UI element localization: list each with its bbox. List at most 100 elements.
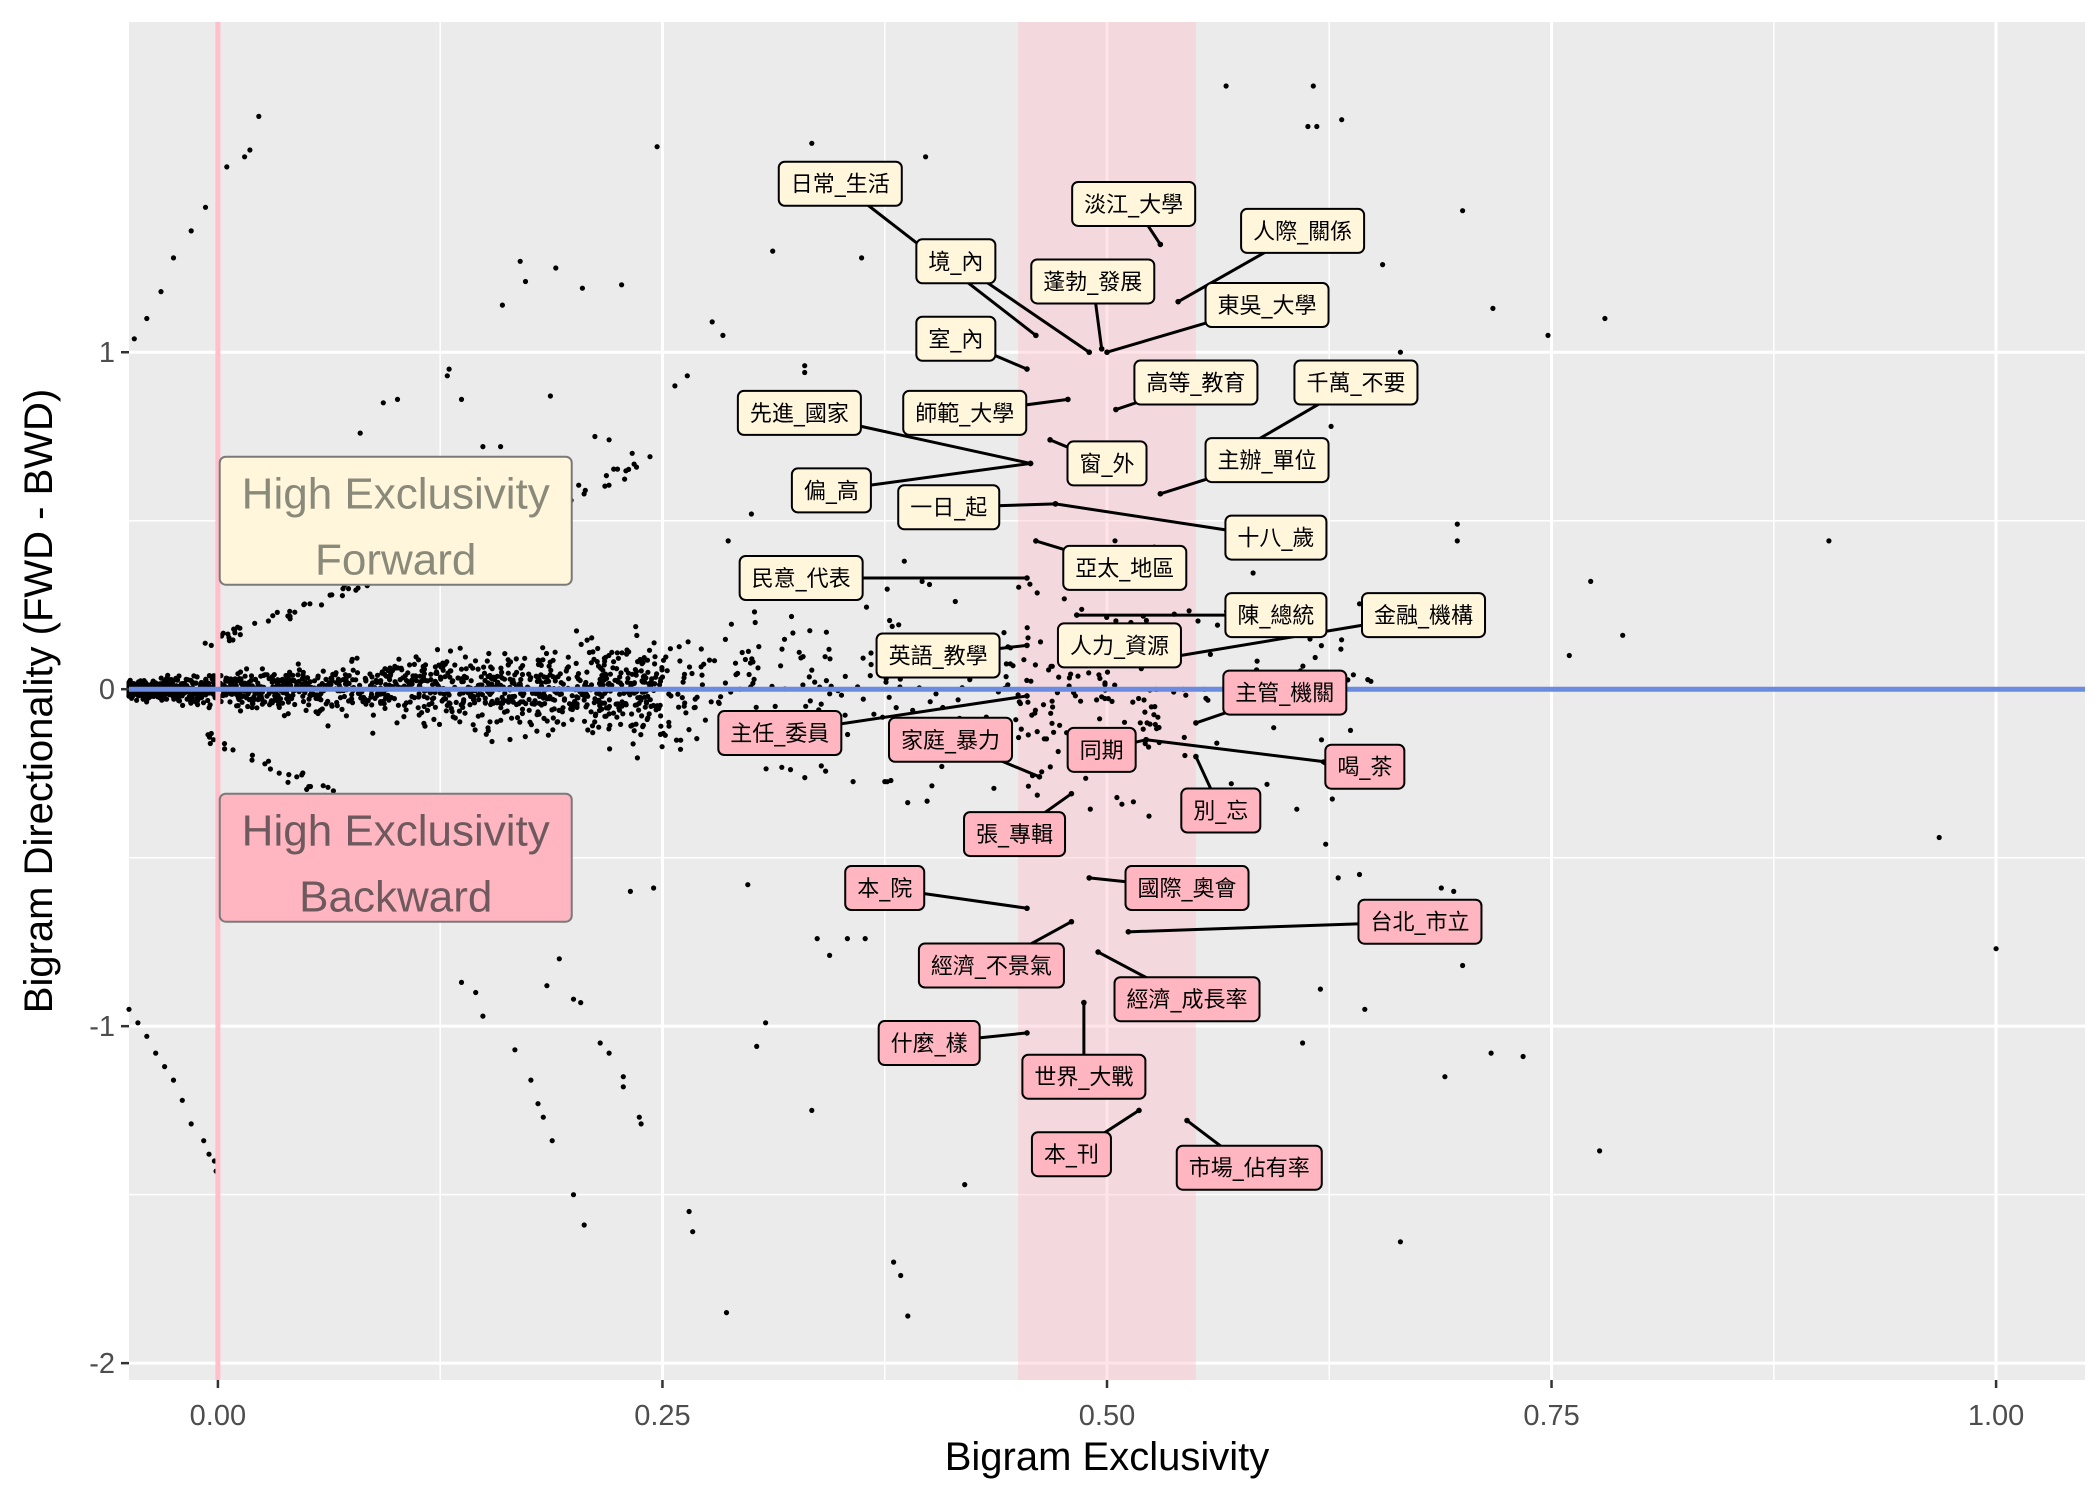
- data-point: [686, 727, 692, 733]
- data-point: [269, 673, 276, 680]
- data-point: [572, 698, 578, 705]
- data-point: [360, 695, 366, 701]
- data-point: [222, 746, 228, 752]
- data-point: [605, 705, 611, 711]
- point-label-box: [1204, 437, 1330, 484]
- point-label-text: 高等_教育: [1146, 372, 1245, 397]
- data-point: [556, 707, 562, 714]
- data-point: [1588, 578, 1594, 585]
- y-tick-label: -1: [89, 1011, 115, 1043]
- data-point: [345, 586, 352, 592]
- data-point: [694, 694, 700, 700]
- data-point: [476, 697, 482, 703]
- data-point: [1075, 673, 1081, 679]
- point-label-text: 一日_起: [910, 496, 987, 521]
- data-point: [722, 636, 729, 643]
- data-point: [197, 695, 203, 701]
- data-point: [1104, 669, 1111, 675]
- data-point: [676, 644, 682, 650]
- data-point: [883, 679, 889, 685]
- data-point: [1146, 813, 1152, 819]
- point-label-box: [1361, 592, 1487, 639]
- point-label-text: 千萬_不要: [1306, 372, 1405, 397]
- point-label-text: 師範_大學: [915, 402, 1014, 427]
- data-point: [1305, 123, 1311, 130]
- data-point: [407, 662, 413, 668]
- point-label-box: [915, 238, 997, 285]
- data-point: [658, 713, 664, 719]
- data-point: [367, 671, 373, 677]
- data-point: [631, 680, 637, 687]
- data-point: [249, 757, 255, 763]
- data-point: [1007, 661, 1013, 667]
- data-point: [633, 672, 639, 678]
- data-point: [1362, 1006, 1368, 1012]
- data-point: [188, 1121, 194, 1127]
- point-label: 窗_外: [1066, 440, 1148, 487]
- data-point: [594, 659, 600, 665]
- data-point: [871, 711, 877, 717]
- data-point: [1214, 622, 1221, 628]
- point-label-box: [1062, 544, 1188, 591]
- data-point: [518, 676, 524, 683]
- data-point: [565, 654, 571, 660]
- x-tick-label: 1.00: [1968, 1400, 2024, 1432]
- data-point: [1312, 654, 1318, 661]
- point-label: 市場_佔有率: [1175, 1144, 1323, 1191]
- point-label-text: 本_院: [857, 877, 912, 902]
- data-point: [1183, 692, 1189, 698]
- data-point: [480, 1013, 486, 1019]
- data-point: [472, 727, 478, 733]
- data-point: [1254, 658, 1260, 664]
- data-point: [1300, 1040, 1306, 1046]
- data-point: [349, 700, 356, 706]
- data-point: [335, 676, 341, 682]
- data-point: [1027, 581, 1033, 587]
- data-point: [1061, 596, 1067, 602]
- data-point: [250, 697, 256, 703]
- point-label: 偏_高: [790, 467, 872, 514]
- data-point: [702, 717, 709, 723]
- data-point: [923, 154, 929, 160]
- data-point: [433, 670, 439, 676]
- data-point: [444, 373, 450, 379]
- data-point: [589, 635, 595, 641]
- data-point: [252, 620, 258, 626]
- data-point: [550, 715, 556, 721]
- data-point: [330, 788, 336, 794]
- data-point: [320, 668, 326, 674]
- data-point: [499, 302, 505, 308]
- data-point: [234, 703, 240, 709]
- data-point: [611, 659, 617, 665]
- data-point: [210, 737, 217, 743]
- data-point: [750, 680, 756, 686]
- data-point: [353, 677, 359, 683]
- point-label-text: 世界_大戰: [1034, 1066, 1133, 1091]
- data-point: [556, 956, 562, 962]
- data-point: [620, 1074, 626, 1080]
- data-point: [294, 774, 300, 780]
- data-point: [1347, 727, 1354, 734]
- data-point: [238, 681, 244, 687]
- data-point: [1021, 657, 1027, 663]
- data-point: [1181, 734, 1187, 741]
- data-point: [504, 708, 510, 714]
- data-point: [1055, 748, 1061, 755]
- data-point: [708, 699, 714, 705]
- data-point: [1096, 672, 1102, 678]
- data-point: [614, 677, 620, 683]
- data-point: [1152, 721, 1158, 728]
- data-point: [256, 113, 262, 119]
- data-point: [635, 695, 641, 701]
- data-point: [755, 665, 761, 671]
- data-point: [480, 444, 486, 450]
- data-point: [207, 740, 213, 747]
- data-point: [1056, 674, 1062, 680]
- data-point: [299, 681, 305, 687]
- data-point: [1037, 639, 1044, 645]
- data-point: [540, 645, 546, 651]
- data-point: [1016, 584, 1022, 590]
- data-point: [823, 768, 829, 774]
- data-point: [287, 608, 293, 614]
- data-point: [676, 704, 682, 710]
